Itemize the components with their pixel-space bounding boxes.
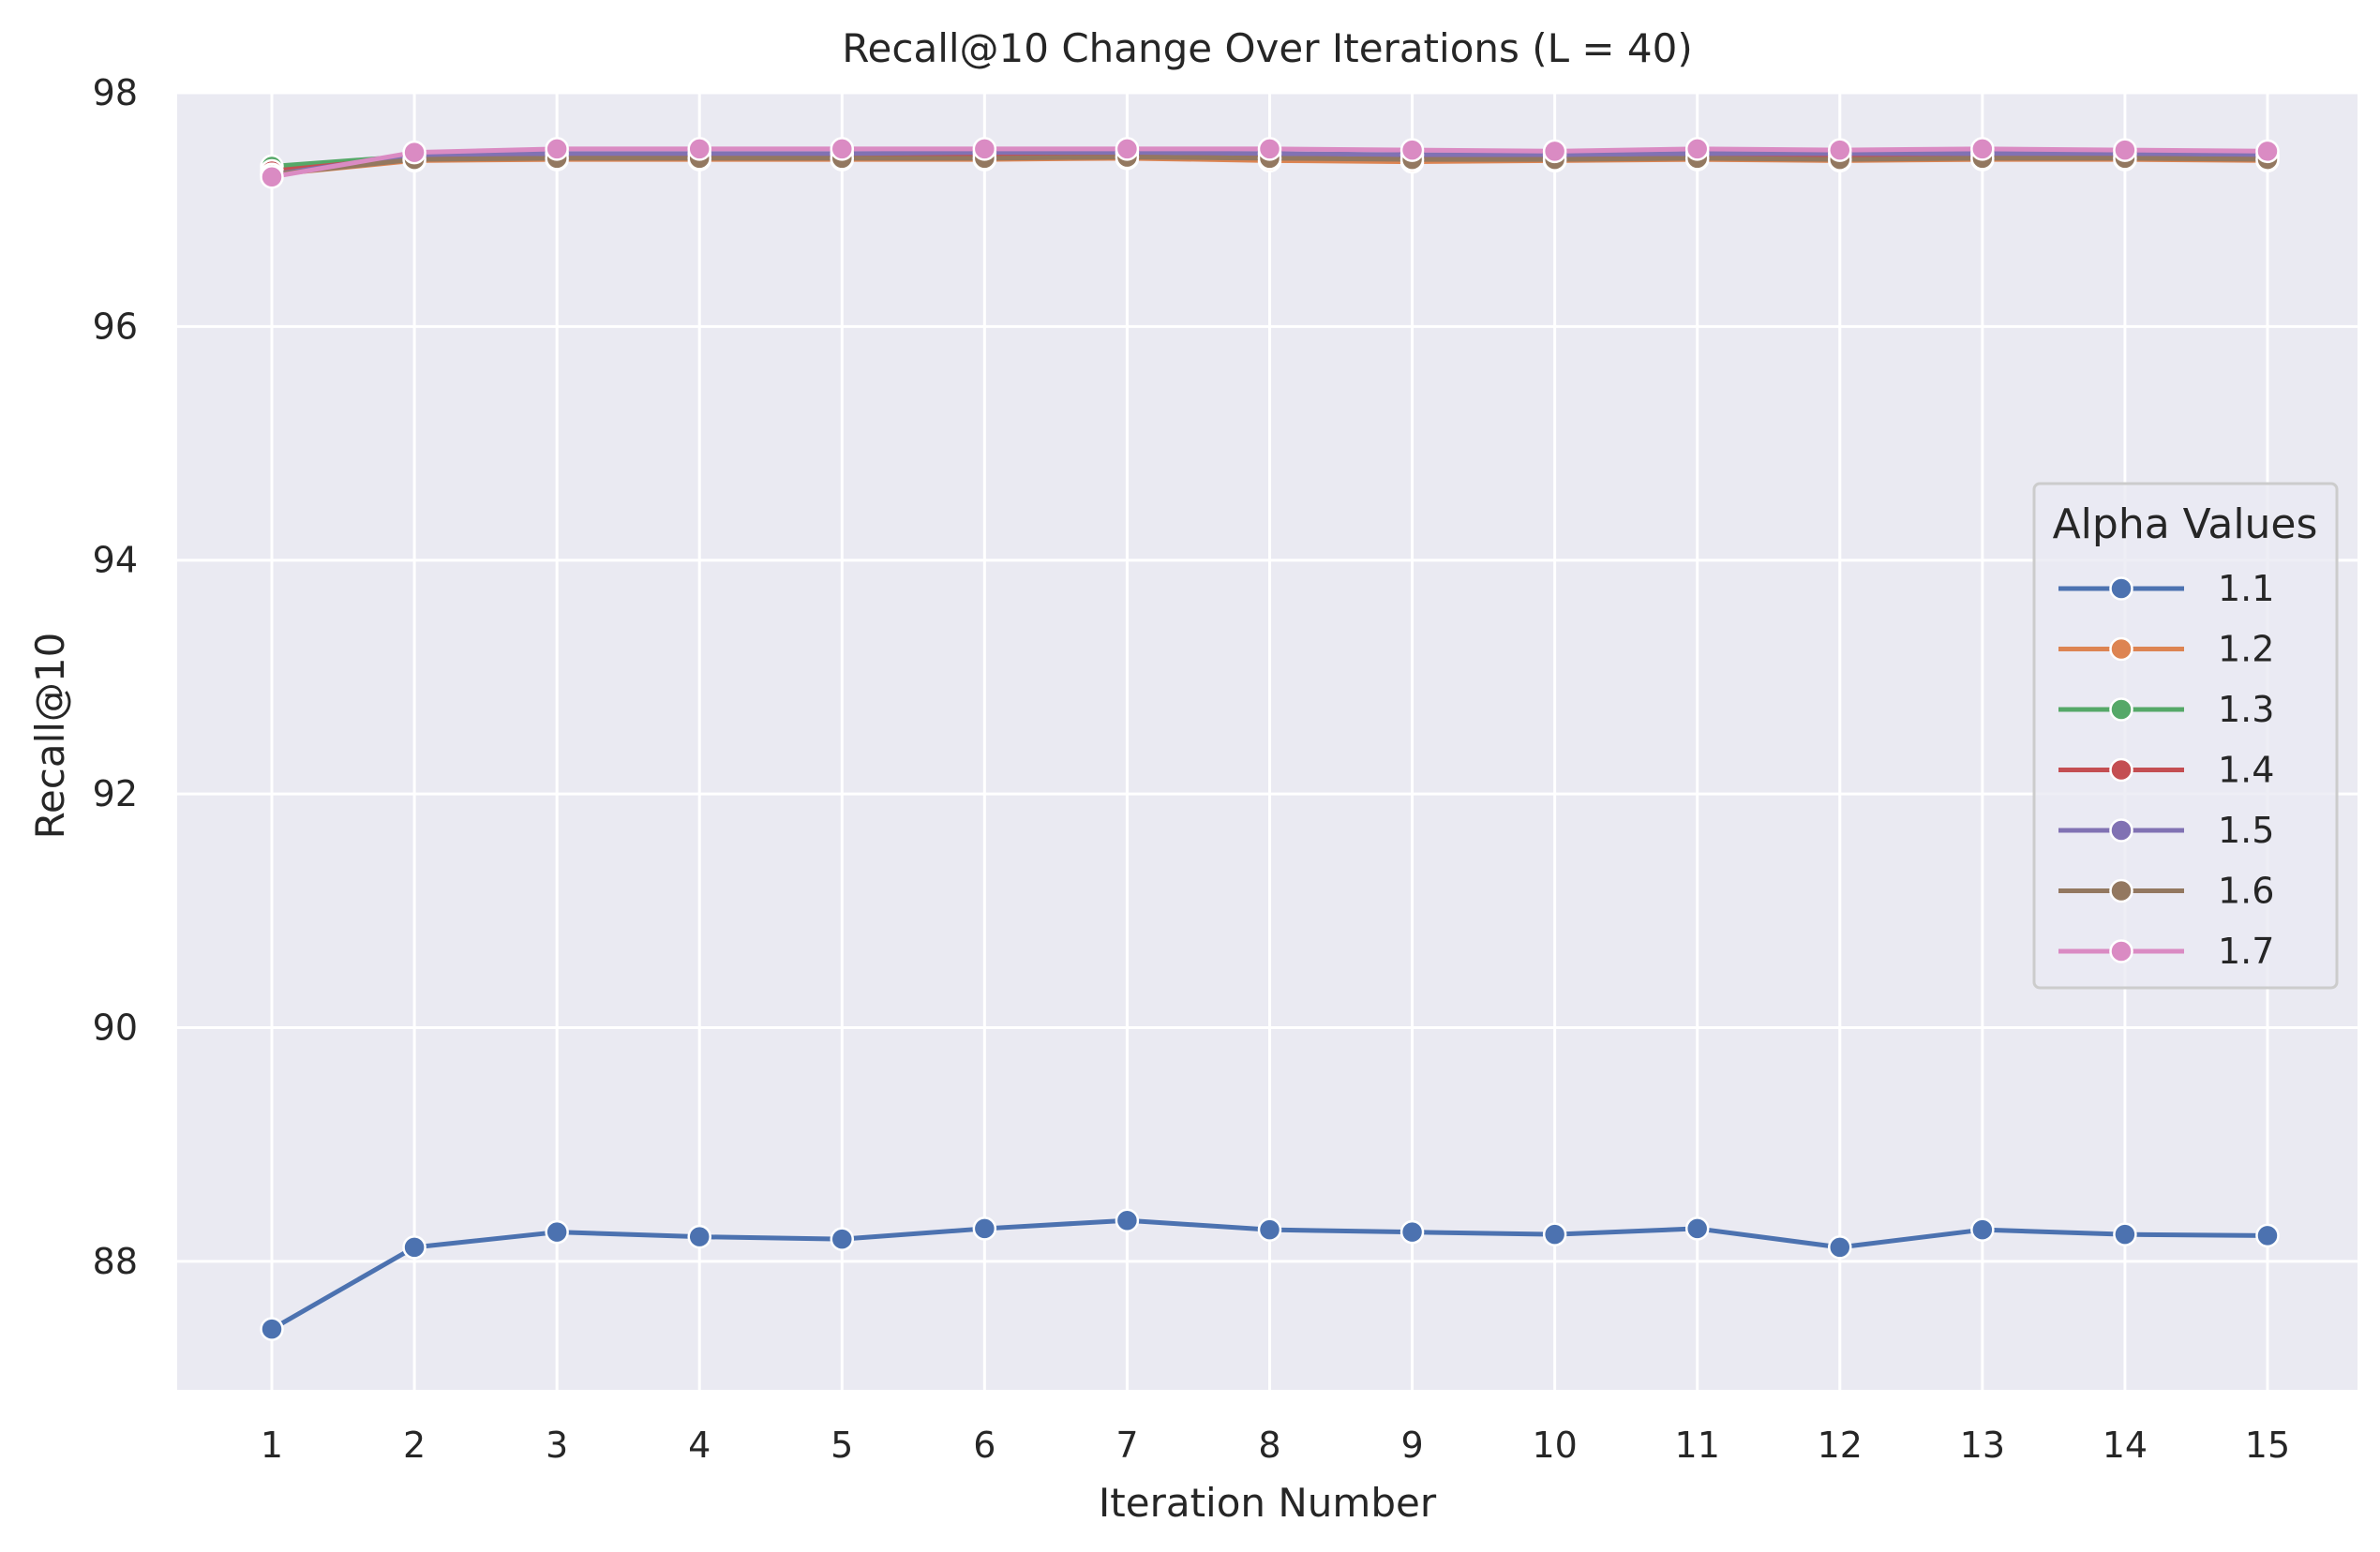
y-tick-label: 94 bbox=[93, 540, 138, 581]
legend-swatch-marker bbox=[2109, 818, 2133, 843]
legend-label: 1.1 bbox=[2218, 568, 2274, 609]
legend-entry: 1.5 bbox=[2058, 810, 2274, 851]
x-tick-label: 2 bbox=[403, 1425, 426, 1466]
legend-label: 1.3 bbox=[2218, 689, 2274, 730]
legend-entry: 1.1 bbox=[2058, 568, 2274, 609]
legend-swatch-marker bbox=[2109, 576, 2133, 601]
legend-entry: 1.3 bbox=[2058, 689, 2274, 730]
legend-swatch-marker bbox=[2109, 878, 2133, 903]
y-tick-label: 88 bbox=[93, 1241, 138, 1282]
data-point bbox=[1257, 1217, 1282, 1242]
data-point bbox=[1828, 1235, 1852, 1260]
legend-label: 1.7 bbox=[2218, 931, 2274, 972]
legend-label: 1.4 bbox=[2218, 750, 2274, 791]
data-point bbox=[545, 1219, 569, 1245]
data-point bbox=[972, 1216, 997, 1241]
x-tick-label: 3 bbox=[546, 1425, 568, 1466]
x-tick-label: 15 bbox=[2245, 1425, 2290, 1466]
legend-swatch-marker bbox=[2109, 697, 2133, 722]
x-tick-label: 8 bbox=[1258, 1425, 1280, 1466]
data-point bbox=[1542, 139, 1567, 164]
data-point bbox=[260, 1317, 284, 1341]
x-tick-label: 13 bbox=[1960, 1425, 2005, 1466]
x-tick-label: 11 bbox=[1675, 1425, 1720, 1466]
data-point bbox=[2113, 138, 2137, 162]
data-point bbox=[2255, 1223, 2280, 1248]
y-axis-title: Recall@10 bbox=[27, 633, 73, 840]
y-tick-label: 96 bbox=[93, 306, 138, 347]
data-point bbox=[830, 137, 855, 161]
data-point bbox=[830, 1227, 855, 1251]
data-point bbox=[687, 1224, 711, 1249]
data-point bbox=[1828, 138, 1852, 162]
x-tick-label: 5 bbox=[831, 1425, 853, 1466]
data-point bbox=[1970, 1217, 1995, 1242]
data-point bbox=[402, 140, 427, 165]
x-tick-label: 6 bbox=[973, 1425, 995, 1466]
legend: Alpha Values 1.1 1.2 1.3 1.4 1.5 1.6 1.7 bbox=[2032, 482, 2339, 990]
x-tick-label: 9 bbox=[1400, 1425, 1423, 1466]
data-point bbox=[1115, 1208, 1140, 1232]
data-point bbox=[1542, 1222, 1567, 1246]
legend-label: 1.6 bbox=[2218, 871, 2274, 912]
data-point bbox=[260, 165, 284, 189]
data-point bbox=[2255, 139, 2280, 164]
data-point bbox=[972, 137, 997, 161]
y-tick-label: 90 bbox=[93, 1007, 138, 1048]
x-tick-label: 1 bbox=[261, 1425, 283, 1466]
plot-background bbox=[177, 93, 2358, 1390]
data-point bbox=[402, 1235, 427, 1260]
data-point bbox=[1400, 138, 1425, 162]
chart-title: Recall@10 Change Over Iterations (L = 40… bbox=[842, 25, 1693, 71]
legend-box bbox=[2032, 482, 2339, 990]
legend-entry: 1.2 bbox=[2058, 629, 2274, 670]
y-tick-labels: 88 90 92 94 96 98 bbox=[93, 72, 138, 1282]
x-tick-label: 7 bbox=[1115, 1425, 1138, 1466]
data-point bbox=[2113, 1222, 2137, 1246]
legend-label: 1.5 bbox=[2218, 810, 2274, 851]
data-point bbox=[1400, 1219, 1425, 1245]
legend-entries: 1.1 1.2 1.3 1.4 1.5 1.6 1.7 bbox=[2058, 568, 2274, 972]
y-tick-label: 98 bbox=[93, 72, 138, 113]
x-tick-label: 10 bbox=[1532, 1425, 1577, 1466]
data-point bbox=[1684, 137, 1710, 161]
y-tick-label: 92 bbox=[93, 773, 138, 814]
data-point bbox=[1257, 137, 1282, 161]
legend-swatch-marker bbox=[2109, 757, 2133, 783]
data-point bbox=[687, 137, 711, 161]
legend-entry: 1.6 bbox=[2058, 871, 2274, 912]
series-lines bbox=[260, 137, 2280, 1341]
legend-entry: 1.4 bbox=[2058, 750, 2274, 791]
series-1.7 bbox=[260, 137, 2280, 189]
legend-swatch-marker bbox=[2109, 939, 2133, 963]
x-tick-label: 4 bbox=[688, 1425, 711, 1466]
data-point bbox=[1684, 1216, 1710, 1241]
data-point bbox=[1970, 137, 1995, 161]
legend-label: 1.2 bbox=[2218, 629, 2274, 670]
data-point bbox=[1115, 137, 1140, 161]
legend-swatch-marker bbox=[2109, 636, 2133, 662]
data-point bbox=[545, 137, 569, 161]
x-axis-title: Iteration Number bbox=[1099, 1480, 1437, 1526]
series-1.1 bbox=[260, 1208, 2280, 1341]
legend-title: Alpha Values bbox=[2053, 500, 2318, 548]
legend-entry: 1.7 bbox=[2058, 931, 2274, 972]
x-tick-label: 12 bbox=[1818, 1425, 1863, 1466]
x-tick-labels: 1 2 3 4 5 6 7 8 9 10 11 12 13 14 15 bbox=[261, 1425, 2290, 1466]
x-tick-label: 14 bbox=[2103, 1425, 2148, 1466]
